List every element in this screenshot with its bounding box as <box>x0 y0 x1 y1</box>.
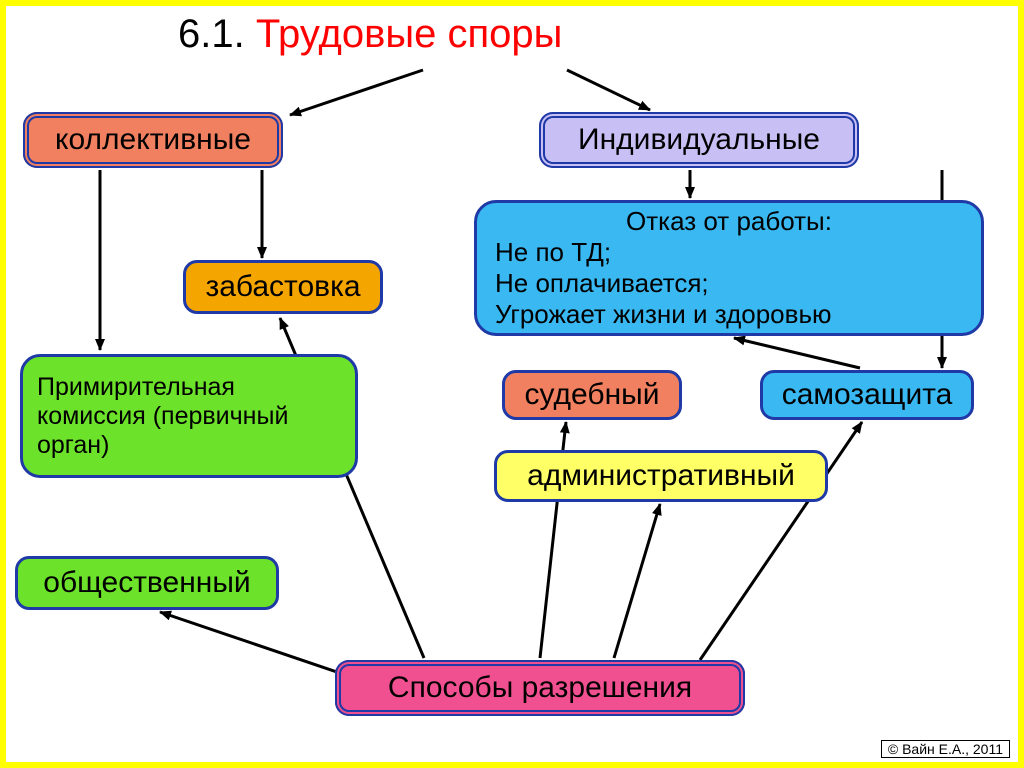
node-admin: административный <box>494 450 828 502</box>
copyright-label: © Вайн Е.А., 2011 <box>881 740 1010 758</box>
label-admin: административный <box>527 459 795 493</box>
slide-title: 6.1. Трудовые споры <box>178 12 562 57</box>
node-selfdef: самозащита <box>760 370 974 420</box>
refusal-body: Отказ от работы: Не по ТД; Не оплачивает… <box>477 200 981 337</box>
label-selfdef: самозащита <box>782 378 953 412</box>
node-collective: коллективные <box>23 112 283 168</box>
refusal-line-2: Не оплачивается; <box>495 268 963 299</box>
label-methods: Способы разрешения <box>388 671 692 705</box>
label-collective: коллективные <box>55 123 251 157</box>
label-strike: забастовка <box>205 270 360 304</box>
node-strike: забастовка <box>183 260 383 314</box>
title-main: Трудовые споры <box>256 12 563 56</box>
refusal-title: Отказ от работы: <box>495 206 963 237</box>
label-commission: Примирительная комиссия (первичный орган… <box>23 365 355 468</box>
node-commission: Примирительная комиссия (первичный орган… <box>20 354 358 478</box>
node-judicial: судебный <box>502 370 682 420</box>
label-public: общественный <box>43 566 250 600</box>
node-individual: Индивидуальные <box>539 112 859 168</box>
label-individual: Индивидуальные <box>578 123 820 157</box>
title-prefix: 6.1. <box>178 12 256 56</box>
refusal-line-3: Угрожает жизни и здоровью <box>495 299 963 330</box>
label-judicial: судебный <box>525 378 660 412</box>
node-public: общественный <box>15 556 279 610</box>
node-methods: Способы разрешения <box>335 660 745 716</box>
refusal-line-1: Не по ТД; <box>495 237 963 268</box>
node-refusal: Отказ от работы: Не по ТД; Не оплачивает… <box>474 200 984 336</box>
